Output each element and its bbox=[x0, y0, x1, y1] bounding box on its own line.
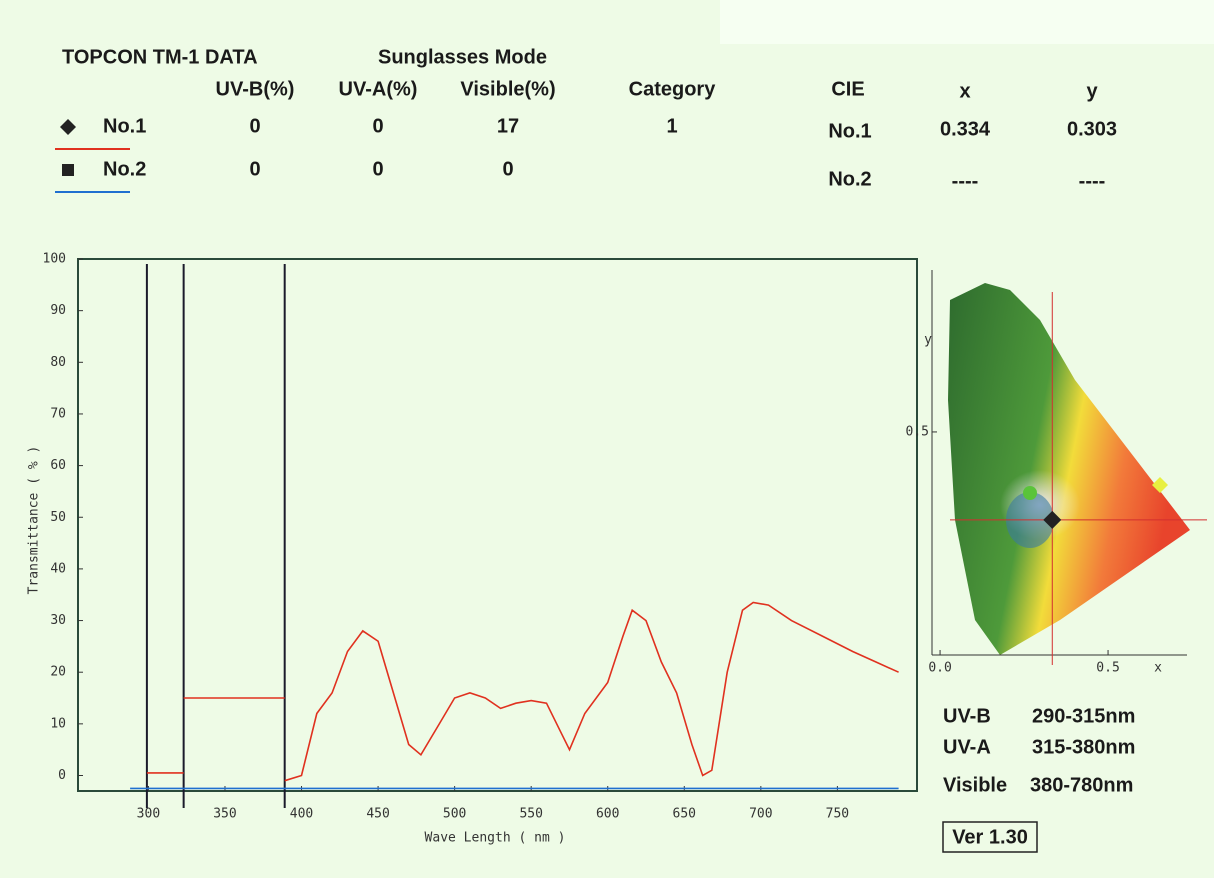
cie-value: ---- bbox=[1079, 170, 1106, 192]
cie-y-tick-label: 0.5 bbox=[906, 424, 929, 439]
cie-x-tick-label: 0.0 bbox=[928, 661, 951, 676]
y-tick-label: 70 bbox=[50, 406, 66, 421]
legend-label: No.1 bbox=[103, 115, 146, 137]
x-tick-label: 450 bbox=[366, 807, 389, 822]
y-tick-label: 100 bbox=[43, 252, 66, 267]
table-value: 1 bbox=[666, 115, 677, 137]
x-axis-label: Wave Length ( nm ) bbox=[425, 831, 566, 846]
cie-dot bbox=[1023, 486, 1037, 500]
x-tick-label: 500 bbox=[443, 807, 466, 822]
y-tick-label: 20 bbox=[50, 665, 66, 680]
cie-value: 0.303 bbox=[1067, 118, 1117, 140]
cie-row-label: No.1 bbox=[828, 120, 871, 142]
table-value: 0 bbox=[249, 158, 260, 180]
x-tick-label: 650 bbox=[673, 807, 696, 822]
column-header: Category bbox=[629, 78, 717, 100]
y-tick-label: 90 bbox=[50, 303, 66, 318]
mode: Sunglasses Mode bbox=[378, 46, 547, 68]
cie-column: y bbox=[1086, 80, 1098, 102]
legend-marker bbox=[62, 164, 74, 176]
x-tick-label: 600 bbox=[596, 807, 619, 822]
column-header: Visible(%) bbox=[460, 78, 555, 100]
legend-marker bbox=[60, 119, 76, 135]
cie-x-label: x bbox=[1154, 661, 1162, 676]
table-value: 0 bbox=[372, 115, 383, 137]
cie-value: 0.334 bbox=[940, 118, 991, 140]
legend-label: No.2 bbox=[103, 158, 146, 180]
x-tick-label: 750 bbox=[826, 807, 849, 822]
column-header: UV-A(%) bbox=[339, 78, 418, 100]
cie-row-label: No.2 bbox=[828, 168, 871, 190]
series-line bbox=[146, 601, 899, 782]
cie-x-tick-label: 0.5 bbox=[1096, 661, 1119, 676]
y-tick-label: 50 bbox=[50, 510, 66, 525]
range-value: 380-780nm bbox=[1030, 774, 1133, 796]
y-tick-label: 10 bbox=[50, 716, 66, 731]
range-name: UV-A bbox=[943, 736, 991, 758]
column-header: UV-B(%) bbox=[216, 78, 295, 100]
table-value: 0 bbox=[502, 158, 513, 180]
x-tick-label: 550 bbox=[519, 807, 542, 822]
cie-gamut bbox=[948, 283, 1190, 655]
title: TOPCON TM-1 DATA bbox=[62, 46, 258, 68]
cie-dot bbox=[1152, 477, 1168, 493]
x-tick-label: 400 bbox=[290, 807, 313, 822]
y-tick-label: 60 bbox=[50, 458, 66, 473]
y-tick-label: 40 bbox=[50, 561, 66, 576]
scan-patch bbox=[720, 0, 1214, 44]
y-tick-label: 30 bbox=[50, 613, 66, 628]
range-value: 290-315nm bbox=[1032, 705, 1135, 727]
plot-frame bbox=[77, 258, 918, 792]
table-value: 0 bbox=[249, 115, 260, 137]
table-value: 0 bbox=[372, 158, 383, 180]
x-tick-label: 700 bbox=[749, 807, 772, 822]
version: Ver 1.30 bbox=[952, 826, 1028, 848]
version-box bbox=[942, 821, 1038, 853]
x-tick-label: 300 bbox=[137, 807, 160, 822]
y-tick-label: 0 bbox=[58, 768, 66, 783]
cie-value: ---- bbox=[952, 170, 979, 192]
table-value: 17 bbox=[497, 115, 519, 137]
cie-y-label: y bbox=[924, 333, 932, 348]
range-value: 315-380nm bbox=[1032, 736, 1135, 758]
cie-point bbox=[1043, 510, 1062, 529]
range-name: UV-B bbox=[943, 705, 991, 727]
range-name: Visible bbox=[943, 774, 1007, 796]
cie-title: CIE bbox=[831, 78, 864, 100]
cie-column: x bbox=[959, 80, 970, 102]
y-tick-label: 80 bbox=[50, 355, 66, 370]
y-axis-label: Transmittance ( % ) bbox=[27, 446, 42, 595]
x-tick-label: 350 bbox=[213, 807, 236, 822]
